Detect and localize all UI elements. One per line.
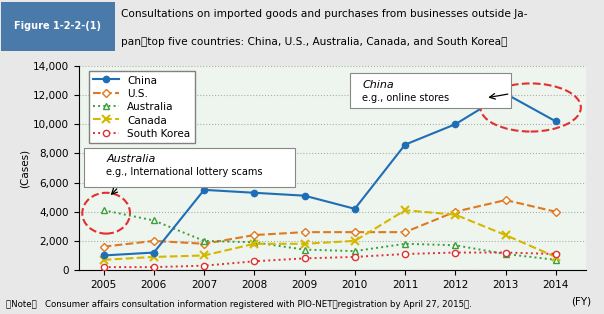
Line: Canada: Canada bbox=[100, 206, 559, 264]
U.S. bbox=[100, 245, 108, 249]
Australia bbox=[452, 243, 459, 247]
Text: Figure 1-2-2-(1): Figure 1-2-2-(1) bbox=[14, 21, 101, 31]
China bbox=[301, 194, 308, 198]
Y-axis label: (Cases): (Cases) bbox=[20, 149, 30, 187]
Australia bbox=[201, 239, 208, 243]
China bbox=[251, 191, 258, 195]
Australia bbox=[251, 241, 258, 244]
U.S. bbox=[150, 239, 158, 243]
South Korea bbox=[351, 255, 358, 259]
Canada bbox=[150, 255, 158, 259]
Australia bbox=[402, 242, 409, 246]
Australia bbox=[502, 252, 509, 256]
Text: (FY): (FY) bbox=[571, 296, 591, 306]
Text: pan（top five countries: China, U.S., Australia, Canada, and South Korea）: pan（top five countries: China, U.S., Aus… bbox=[121, 37, 507, 47]
U.S. bbox=[502, 198, 509, 202]
U.S. bbox=[251, 233, 258, 237]
China bbox=[452, 122, 459, 126]
China bbox=[402, 143, 409, 147]
U.S. bbox=[452, 210, 459, 214]
Australia bbox=[301, 248, 308, 252]
U.S. bbox=[301, 230, 308, 234]
Canada bbox=[552, 255, 559, 259]
Canada bbox=[201, 254, 208, 257]
China bbox=[150, 251, 158, 254]
U.S. bbox=[351, 230, 358, 234]
Line: South Korea: South Korea bbox=[100, 249, 559, 270]
South Korea bbox=[251, 259, 258, 263]
South Korea bbox=[150, 265, 158, 269]
Canada bbox=[251, 242, 258, 246]
Canada bbox=[100, 258, 108, 262]
China bbox=[351, 207, 358, 211]
Australia bbox=[100, 208, 108, 212]
Legend: China, U.S., Australia, Canada, South Korea: China, U.S., Australia, Canada, South Ko… bbox=[89, 71, 194, 143]
Australia bbox=[552, 258, 559, 262]
U.S. bbox=[552, 210, 559, 214]
Canada bbox=[452, 213, 459, 217]
South Korea bbox=[100, 265, 108, 269]
Bar bbox=[1, 2, 115, 51]
South Korea bbox=[201, 264, 208, 268]
South Korea bbox=[552, 252, 559, 256]
Line: China: China bbox=[100, 90, 559, 259]
South Korea bbox=[301, 257, 308, 260]
FancyBboxPatch shape bbox=[350, 73, 510, 108]
Canada bbox=[301, 242, 308, 246]
Text: e.g., online stores: e.g., online stores bbox=[362, 93, 449, 103]
South Korea bbox=[452, 251, 459, 254]
U.S. bbox=[201, 242, 208, 246]
China bbox=[100, 254, 108, 257]
China bbox=[201, 188, 208, 192]
Text: China: China bbox=[362, 80, 394, 90]
Australia bbox=[150, 219, 158, 222]
China bbox=[552, 119, 559, 123]
Text: （Note）   Consumer affairs consultation information registered with PIO-NET（regis: （Note） Consumer affairs consultation inf… bbox=[6, 300, 472, 309]
Text: Australia: Australia bbox=[106, 154, 155, 164]
China bbox=[502, 92, 509, 95]
FancyBboxPatch shape bbox=[83, 148, 295, 187]
Line: U.S.: U.S. bbox=[101, 197, 559, 250]
South Korea bbox=[402, 252, 409, 256]
Text: Consultations on imported goods and purchases from businesses outside Ja-: Consultations on imported goods and purc… bbox=[121, 9, 527, 19]
Canada bbox=[502, 233, 509, 237]
Canada bbox=[351, 239, 358, 243]
U.S. bbox=[402, 230, 409, 234]
Line: Australia: Australia bbox=[100, 207, 559, 263]
South Korea bbox=[502, 251, 509, 254]
Text: e.g., International lottery scams: e.g., International lottery scams bbox=[106, 167, 263, 177]
Canada bbox=[402, 208, 409, 212]
Australia bbox=[351, 249, 358, 253]
